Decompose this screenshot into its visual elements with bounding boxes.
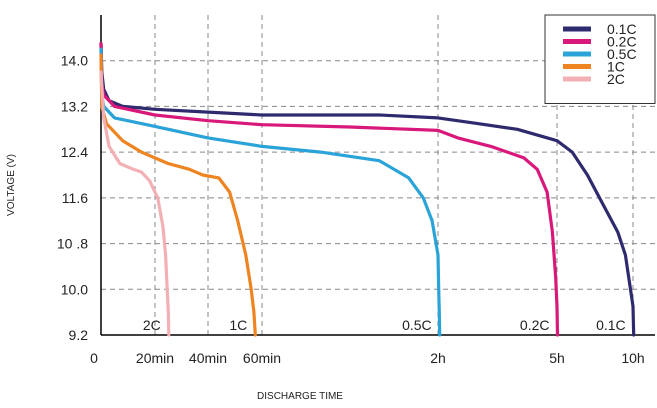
legend-box (544, 14, 656, 104)
legend-label-1C: 1C (607, 59, 625, 75)
x-tick-label: 0 (90, 350, 98, 366)
end-label-0.2C: 0.2C (520, 317, 550, 333)
y-tick-label: 10.0 (61, 281, 88, 297)
series-line-1C (99, 53, 257, 337)
series-line-0.2C (99, 41, 560, 337)
x-tick-label: 20min (136, 350, 174, 366)
end-label-0.5C: 0.5C (402, 317, 432, 333)
grid-lines (101, 15, 655, 335)
x-axis-title: DISCHARGE TIME (257, 391, 343, 402)
y-tick-label: 10 .8 (57, 236, 88, 252)
legend-label-0.1C: 0.1C (607, 21, 637, 37)
series-line-0.1C (99, 41, 636, 337)
y-tick-label: 11.6 (62, 190, 88, 206)
end-label-2C: 2C (143, 317, 161, 333)
x-tick-label: 40min (189, 350, 227, 366)
legend-label-0.5C: 0.5C (607, 46, 637, 62)
end-label-1C: 1C (229, 317, 247, 333)
series-line-0.5C (99, 47, 442, 337)
y-tick-label: 9.2 (69, 327, 89, 343)
end-label-0.1C: 0.1C (596, 317, 626, 333)
y-tick-labels: 14.0 13.2 12.4 11.6 10 .8 10.0 9.2 (57, 53, 88, 343)
y-axis-title: VOLTAGE (V) (6, 154, 17, 216)
series-curves (99, 41, 636, 337)
series-end-labels: 0.1C 0.2C 0.5C 1C 2C (143, 317, 626, 333)
legend-label-0.2C: 0.2C (607, 34, 637, 50)
x-tick-label: 60min (243, 350, 281, 366)
y-tick-label: 13.2 (61, 98, 88, 114)
y-tick-label: 14.0 (61, 53, 88, 69)
x-tick-label: 10h (621, 350, 644, 366)
y-tick-label: 12.4 (61, 144, 88, 160)
series-line-2C (99, 70, 171, 337)
x-tick-label: 5h (549, 350, 565, 366)
legend-label-2C: 2C (607, 71, 625, 87)
x-tick-label: 2h (430, 350, 446, 366)
x-tick-labels: 0 20min 40min 60min 2h 5h 10h (90, 350, 645, 366)
